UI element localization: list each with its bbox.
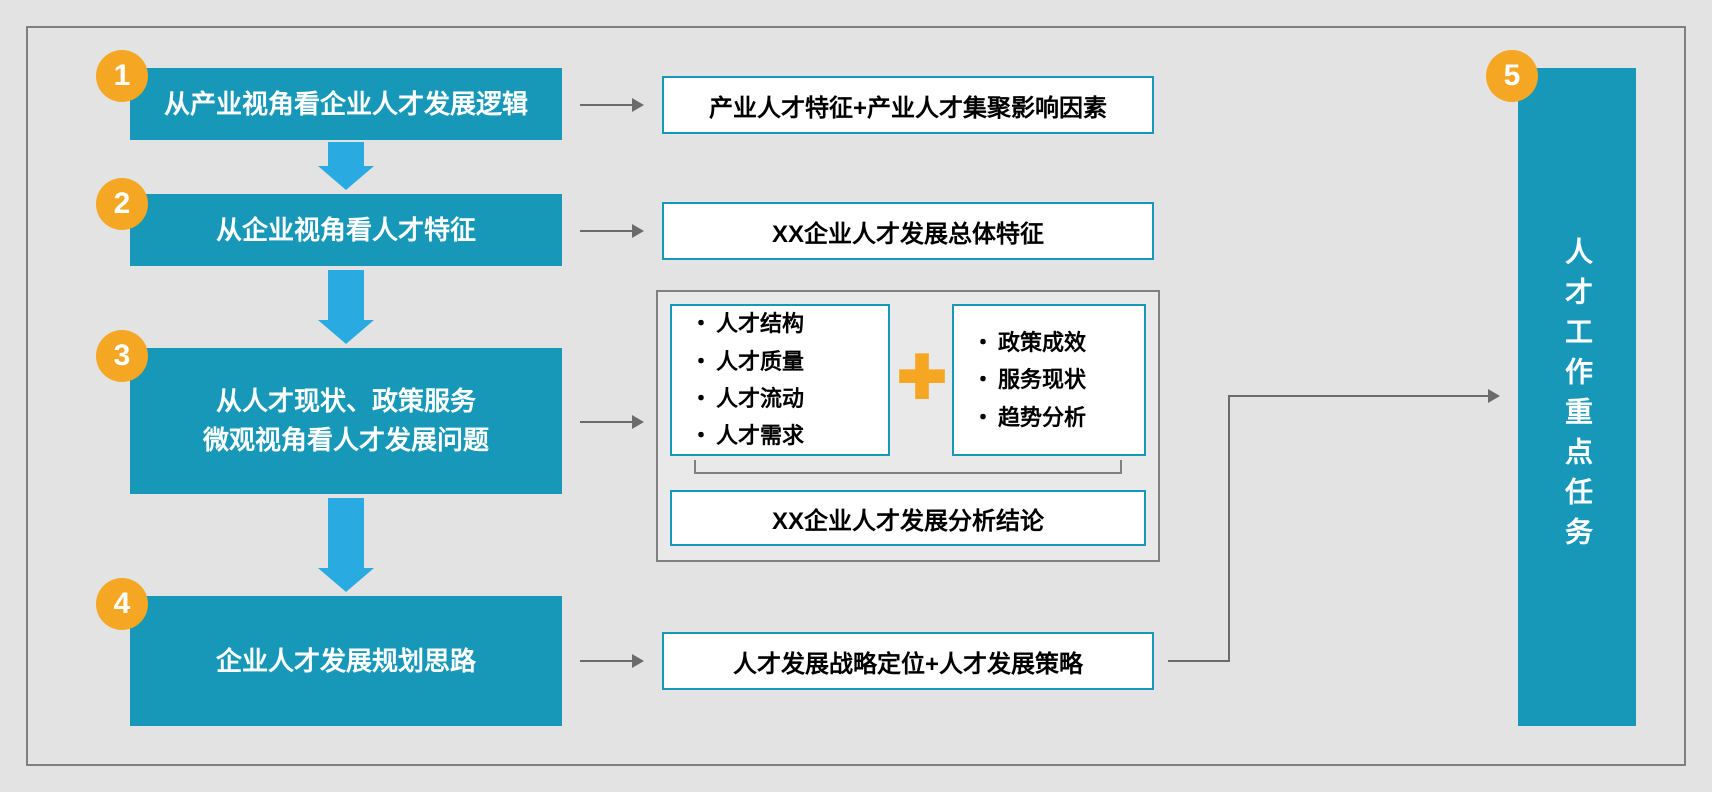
badge-5: 5 <box>1486 50 1538 102</box>
bullet-item: 服务现状 <box>972 361 1086 398</box>
bullet-item: 人才结构 <box>690 305 804 342</box>
bullet-item: 人才需求 <box>690 417 804 454</box>
step-3-left-list: 人才结构人才质量人才流动人才需求 <box>670 304 890 456</box>
step-2-detail: XX企业人才发展总体特征 <box>662 202 1154 260</box>
step-4-box: 企业人才发展规划思路 <box>130 596 562 726</box>
step-1-detail: 产业人才特征+产业人才集聚影响因素 <box>662 76 1154 134</box>
arrow-3-4 <box>328 498 364 592</box>
arrow-s3-detail <box>580 421 642 423</box>
badge-4: 4 <box>96 578 148 630</box>
arrow-1-2 <box>328 142 364 190</box>
step-3-box: 从人才现状、政策服务 微观视角看人才发展问题 <box>130 348 562 494</box>
step-4-detail: 人才发展战略定位+人才发展策略 <box>662 632 1154 690</box>
bullet-item: 人才流动 <box>690 380 804 417</box>
step-2-box: 从企业视角看人才特征 <box>130 194 562 266</box>
badge-3: 3 <box>96 330 148 382</box>
arrow-2-3 <box>328 270 364 344</box>
brace <box>694 460 1122 474</box>
bullet-item: 人才质量 <box>690 343 804 380</box>
step-3-conclusion: XX企业人才发展分析结论 <box>670 490 1146 546</box>
badge-2: 2 <box>96 178 148 230</box>
bullet-item: 政策成效 <box>972 324 1086 361</box>
arrow-s2-detail <box>580 230 642 232</box>
arrow-s1-detail <box>580 104 642 106</box>
arrow-s4-detail <box>580 660 642 662</box>
final-box: 人才工作重点任务 <box>1518 68 1636 726</box>
step-3-right-list: 政策成效服务现状趋势分析 <box>952 304 1146 456</box>
arrow-to-final <box>1168 395 1498 662</box>
plus-icon: ✚ <box>892 348 952 408</box>
badge-1: 1 <box>96 50 148 102</box>
bullet-item: 趋势分析 <box>972 399 1086 436</box>
step-1-box: 从产业视角看企业人才发展逻辑 <box>130 68 562 140</box>
